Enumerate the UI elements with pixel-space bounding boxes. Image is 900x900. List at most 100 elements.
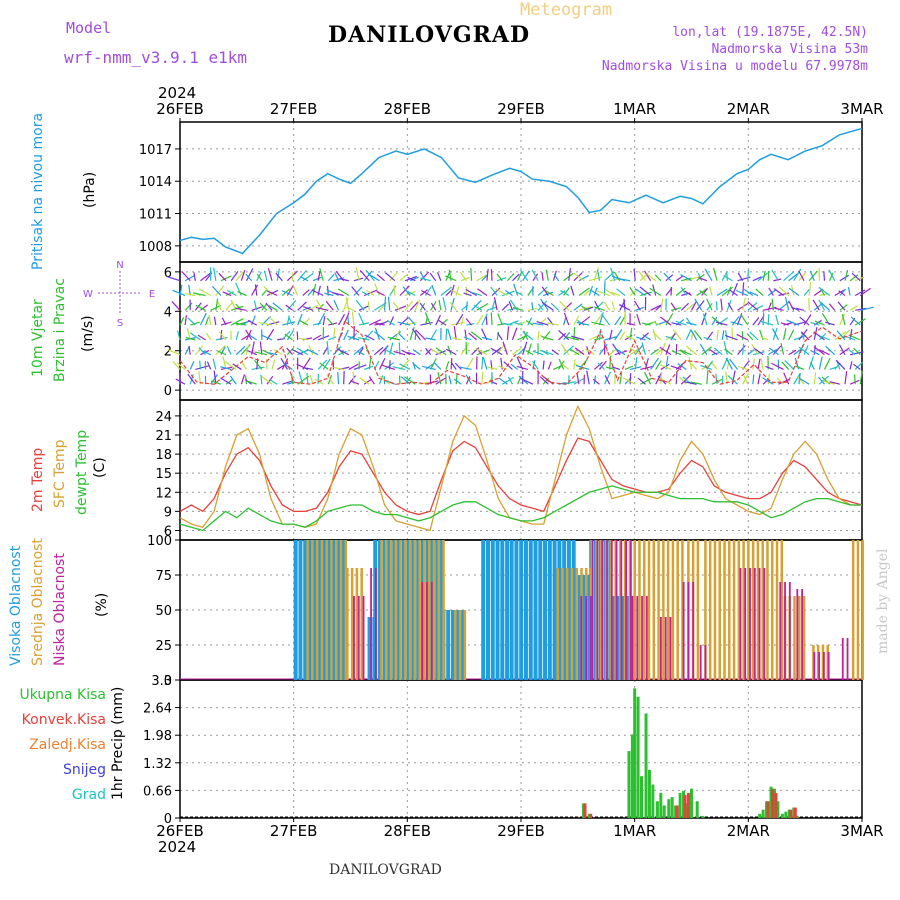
- wind-arrow: [716, 317, 729, 326]
- wind-arrow: [791, 306, 800, 311]
- cloud-low-bar: [625, 540, 628, 680]
- wind-arrow: [406, 290, 416, 297]
- wind-arrow: [793, 372, 801, 385]
- wind-arrow: [788, 329, 795, 341]
- wind-arrow: [225, 291, 235, 297]
- wind-arrow: [583, 289, 591, 296]
- cloud-mid-bar: [600, 540, 603, 680]
- wind-arrow: [393, 285, 396, 296]
- wind-arrow: [449, 301, 457, 311]
- wind-arrow: [220, 321, 232, 326]
- wind-arrow: [752, 276, 762, 282]
- year-top: 2024: [158, 84, 197, 102]
- precip-total-bar: [644, 713, 648, 818]
- wind-arrow: [749, 331, 759, 341]
- wind-arrow: [332, 292, 344, 297]
- precip-total-bar: [670, 797, 674, 818]
- wind-arrow: [727, 302, 733, 311]
- pressure-line: [179, 127, 863, 255]
- wind-arrow: [563, 287, 570, 296]
- wind-arrow: [604, 288, 616, 297]
- wind-arrow: [491, 300, 496, 311]
- cloud-mid-bar: [708, 540, 712, 680]
- precip-conv-bar: [686, 792, 690, 818]
- cloud-high-bar: [500, 540, 505, 680]
- cloud-low-bar: [601, 540, 604, 680]
- cloud-high-bar: [317, 540, 322, 680]
- cloud-high-bar: [446, 610, 451, 680]
- wind-arrow: [302, 289, 310, 296]
- wind-arrow: [793, 321, 807, 326]
- wind-arrow: [619, 372, 623, 385]
- cloud-mid-bar: [728, 540, 731, 680]
- wind-arrow: [319, 362, 329, 370]
- precip-total-bar: [630, 734, 634, 818]
- wind-arrow: [563, 302, 573, 311]
- wind-arrow: [198, 288, 211, 297]
- wind-arrow: [553, 273, 560, 282]
- wind-arrow: [706, 370, 709, 385]
- wind-arrow: [680, 287, 687, 296]
- cloud-low-bar: [426, 582, 428, 680]
- wind-arrow: [470, 331, 483, 341]
- wind-arrow: [724, 348, 733, 356]
- precip-total-bar: [636, 696, 640, 818]
- wind-arrow: [234, 307, 247, 311]
- cloud-high-bar: [547, 540, 552, 680]
- cloud-mid-bar: [344, 540, 348, 680]
- wind-arrow: [425, 363, 434, 370]
- cloud-mid-bar: [623, 540, 627, 680]
- wind-arrow: [463, 336, 472, 341]
- wind-arrow: [392, 366, 406, 371]
- wind-arrow: [839, 274, 850, 282]
- wind-arrow: [477, 288, 488, 297]
- wind-arrow: [762, 377, 774, 385]
- wind-arrow: [435, 314, 441, 326]
- wind-arrow: [493, 297, 498, 311]
- wind-arrow: [358, 347, 364, 355]
- wind-arrow: [193, 292, 206, 297]
- wind-arrow: [641, 322, 651, 326]
- model-elevation-text: Nadmorska Visina u modelu 67.9978m: [601, 59, 868, 74]
- wind-arrow: [619, 331, 626, 341]
- cloud-mid-bar: [330, 540, 333, 680]
- wind-arrow: [681, 277, 692, 282]
- cloud-mid-bar: [442, 540, 445, 680]
- wind-arrow: [297, 270, 307, 282]
- wind-arrow: [195, 304, 206, 311]
- wind-arrow: [604, 371, 612, 385]
- wind-arrow: [593, 301, 604, 311]
- wind-arrow: [810, 350, 820, 356]
- wind-arrow: [768, 287, 774, 296]
- wind-arrow: [199, 312, 207, 326]
- y-tick-label: 6: [164, 266, 172, 281]
- wind-arrow: [481, 371, 484, 385]
- wind-arrow: [531, 302, 534, 311]
- wind-arrow: [721, 375, 724, 385]
- wind-arrow: [404, 300, 414, 311]
- wind-arrow: [268, 305, 278, 311]
- wind-arrow: [454, 362, 462, 370]
- wind-arrow: [205, 332, 212, 341]
- wind-arrow: [511, 327, 518, 341]
- wind-arrow: [729, 358, 739, 370]
- wind-arrow: [808, 281, 812, 296]
- wind-arrow: [731, 370, 736, 385]
- wind-arrow: [752, 351, 765, 356]
- wind-arrow: [591, 321, 605, 326]
- cloud-high-bar: [495, 540, 500, 680]
- wind-arrow: [394, 329, 401, 341]
- wind-arrow: [746, 333, 754, 341]
- wind-arrow: [302, 317, 311, 326]
- wind-arrow: [593, 306, 605, 311]
- wind-arrow: [185, 293, 196, 297]
- wind-arrow: [589, 289, 600, 297]
- wind-arrow: [251, 315, 256, 326]
- wind-arrow: [226, 345, 232, 355]
- y-tick-label: 21: [155, 429, 172, 444]
- cloud-mid-bar: [360, 568, 363, 680]
- wind-arrow: [453, 325, 457, 340]
- wind-arrow: [409, 301, 419, 311]
- wind-arrow: [798, 346, 810, 356]
- wind-arrow: [222, 291, 232, 297]
